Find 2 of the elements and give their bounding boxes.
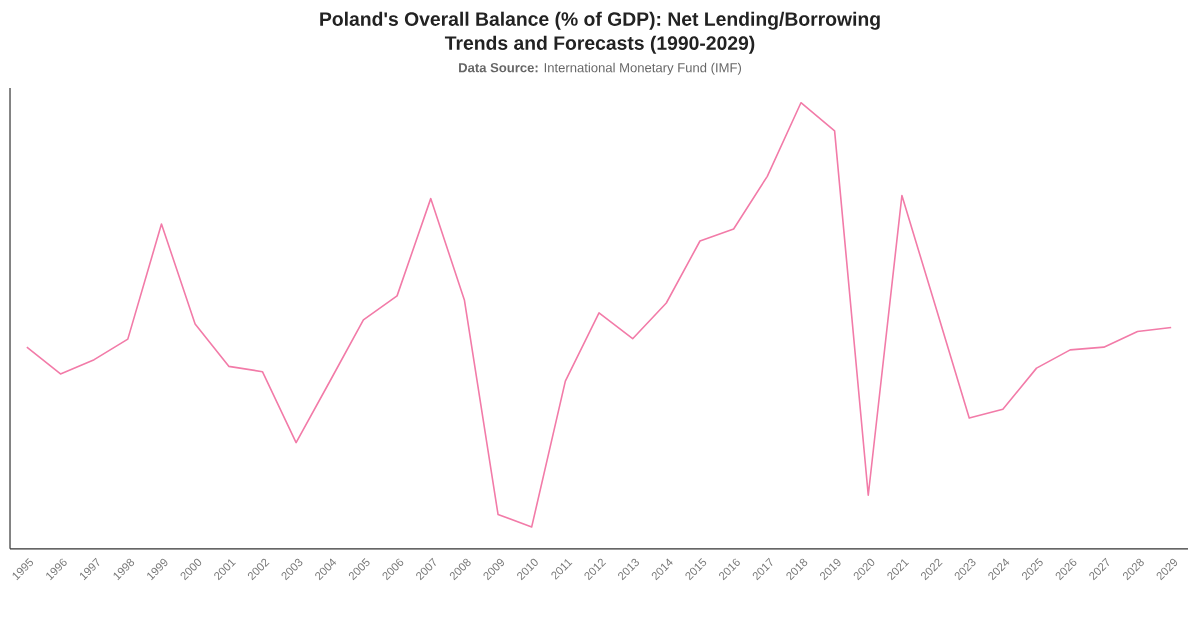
chart-subtitle: Data Source: International Monetary Fund (IMF) (459, 62, 742, 75)
chart-title: Poland's Overall Balance (% of GDP): Net Lending/Borrowing Trends and Forecasts (1990-2029) (320, 11, 880, 54)
